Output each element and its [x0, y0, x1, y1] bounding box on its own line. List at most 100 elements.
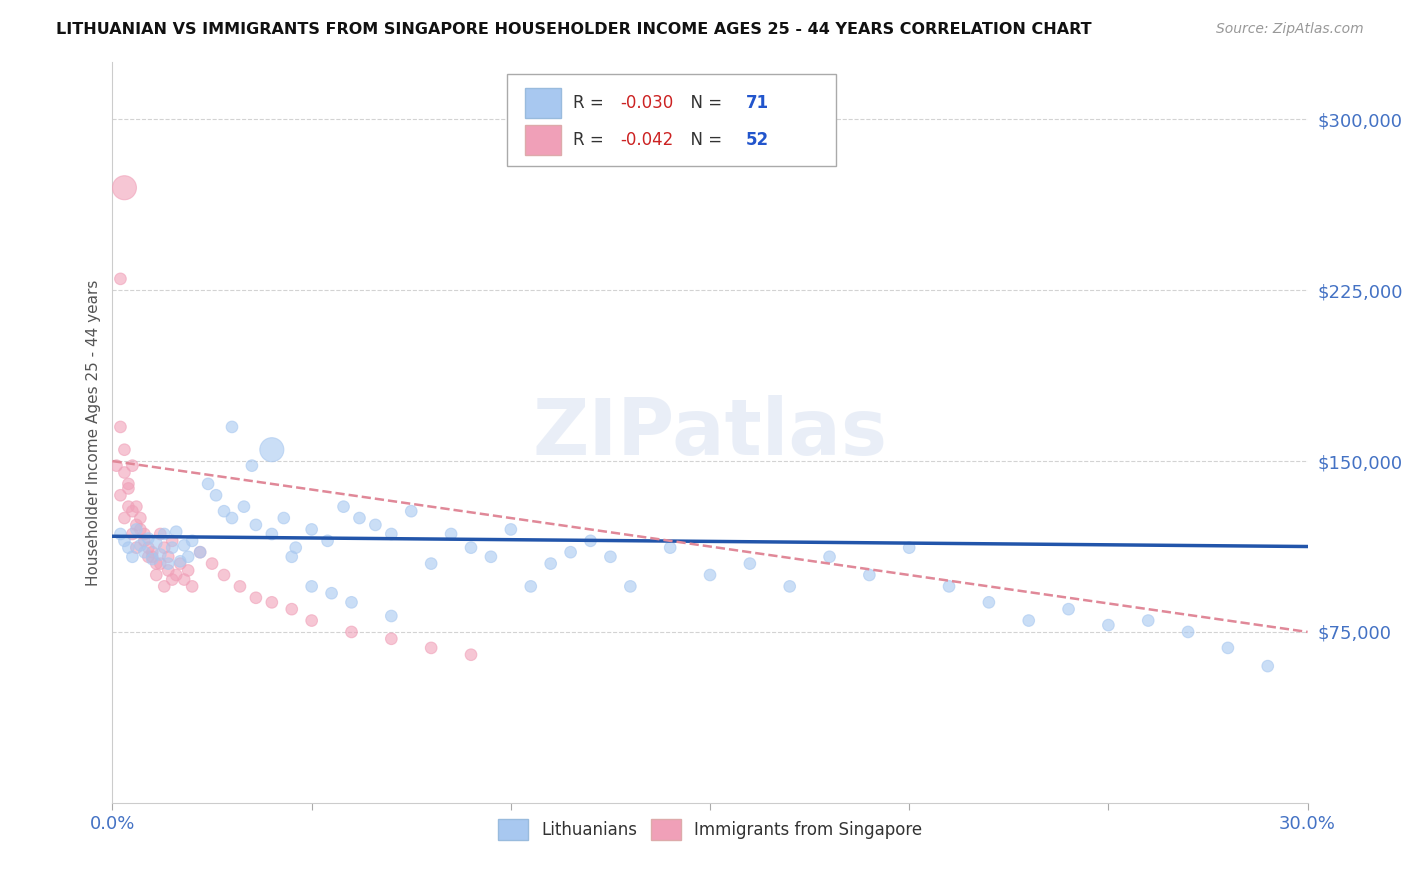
- Point: [221, 420, 243, 434]
- Point: [114, 466, 135, 480]
- Point: [301, 579, 323, 593]
- Point: [245, 591, 267, 605]
- Point: [121, 549, 143, 564]
- Point: [110, 488, 132, 502]
- Point: [125, 541, 148, 555]
- Text: ZIPatlas: ZIPatlas: [533, 394, 887, 471]
- Point: [738, 557, 761, 571]
- Point: [145, 568, 167, 582]
- Point: [420, 640, 443, 655]
- Point: [977, 595, 1000, 609]
- Text: 52: 52: [747, 131, 769, 149]
- Point: [858, 568, 880, 582]
- Point: [145, 557, 167, 571]
- Point: [938, 579, 960, 593]
- Point: [260, 442, 283, 457]
- Point: [1057, 602, 1080, 616]
- Point: [380, 527, 402, 541]
- FancyBboxPatch shape: [524, 88, 561, 118]
- Point: [153, 541, 176, 555]
- Point: [659, 541, 682, 555]
- Point: [134, 545, 156, 559]
- Point: [1137, 614, 1160, 628]
- Point: [233, 500, 256, 514]
- Point: [117, 541, 139, 555]
- Point: [479, 549, 502, 564]
- Point: [340, 624, 363, 639]
- Point: [240, 458, 263, 473]
- Point: [599, 549, 621, 564]
- Point: [460, 541, 482, 555]
- Point: [138, 541, 160, 555]
- Point: [364, 517, 387, 532]
- Point: [281, 602, 304, 616]
- Point: [440, 527, 463, 541]
- Point: [114, 511, 135, 525]
- Point: [212, 568, 235, 582]
- Point: [301, 523, 323, 537]
- Point: [499, 523, 522, 537]
- Point: [141, 545, 163, 559]
- Point: [153, 579, 176, 593]
- Point: [301, 614, 323, 628]
- Point: [579, 533, 602, 548]
- Point: [520, 579, 543, 593]
- Point: [162, 533, 183, 548]
- Point: [134, 527, 156, 541]
- Point: [779, 579, 801, 593]
- Point: [316, 533, 339, 548]
- Point: [221, 511, 243, 525]
- Point: [181, 579, 204, 593]
- Point: [110, 527, 132, 541]
- Point: [157, 549, 180, 564]
- Point: [141, 552, 163, 566]
- Point: [165, 524, 187, 539]
- Point: [201, 557, 224, 571]
- Point: [117, 500, 139, 514]
- FancyBboxPatch shape: [508, 73, 835, 166]
- Point: [125, 523, 148, 537]
- Point: [284, 541, 307, 555]
- Point: [619, 579, 641, 593]
- Text: 71: 71: [747, 95, 769, 112]
- Point: [173, 573, 195, 587]
- Point: [114, 533, 135, 548]
- Text: -0.042: -0.042: [620, 131, 673, 149]
- Text: Source: ZipAtlas.com: Source: ZipAtlas.com: [1216, 22, 1364, 37]
- Point: [149, 527, 172, 541]
- Point: [117, 476, 139, 491]
- Point: [420, 557, 443, 571]
- Point: [134, 533, 156, 548]
- Point: [121, 527, 143, 541]
- Point: [898, 541, 921, 555]
- Point: [460, 648, 482, 662]
- Point: [177, 564, 200, 578]
- Point: [138, 532, 160, 546]
- Point: [129, 538, 152, 552]
- Point: [173, 538, 195, 552]
- Point: [110, 272, 132, 286]
- Point: [114, 442, 135, 457]
- Point: [273, 511, 295, 525]
- Point: [1216, 640, 1239, 655]
- Text: R =: R =: [572, 131, 609, 149]
- Point: [818, 549, 841, 564]
- Point: [129, 523, 152, 537]
- Point: [162, 573, 183, 587]
- Point: [321, 586, 343, 600]
- Point: [129, 511, 152, 525]
- Point: [110, 420, 132, 434]
- Point: [141, 549, 163, 564]
- FancyBboxPatch shape: [524, 126, 561, 155]
- Point: [699, 568, 721, 582]
- Text: R =: R =: [572, 95, 609, 112]
- Point: [114, 180, 135, 194]
- Point: [197, 476, 219, 491]
- Point: [125, 517, 148, 532]
- Point: [121, 504, 143, 518]
- Point: [260, 595, 283, 609]
- Point: [169, 554, 191, 568]
- Point: [117, 482, 139, 496]
- Point: [157, 564, 180, 578]
- Point: [188, 545, 211, 559]
